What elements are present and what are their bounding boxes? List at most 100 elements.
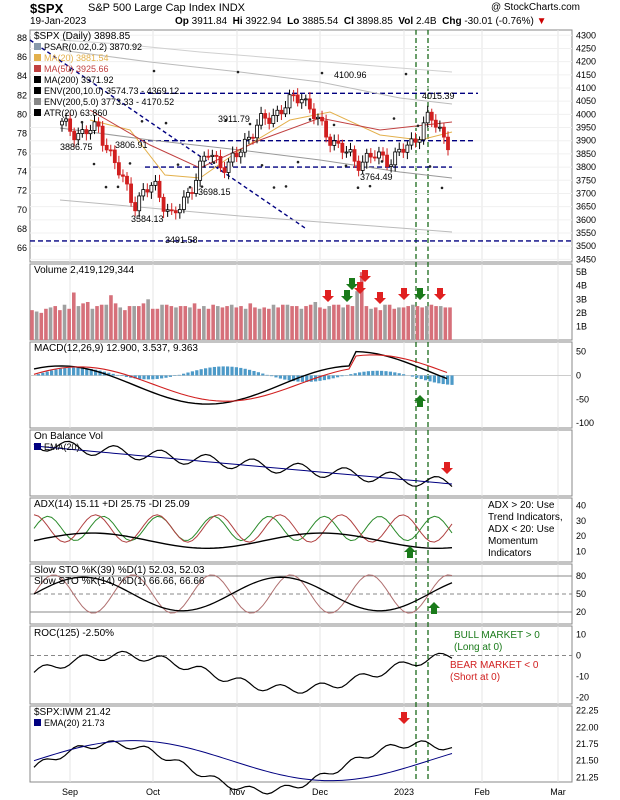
macd-histogram-bar	[111, 373, 115, 376]
volume-right-tick: 5B	[576, 267, 587, 277]
volume-bar	[336, 304, 341, 340]
legend-swatch	[34, 719, 41, 726]
macd-histogram-bar	[424, 375, 428, 381]
price-right-tick: 3850	[576, 149, 596, 159]
macd-histogram-bar	[239, 367, 243, 376]
roc-right-tick: -20	[576, 693, 589, 703]
volume-bar	[267, 308, 271, 340]
price-candle	[177, 209, 182, 214]
macd-histogram-bar	[402, 374, 406, 376]
macd-histogram-bar	[243, 368, 247, 376]
price-candle	[389, 164, 394, 167]
adx-panel-title: ADX(14) 15.11 +DI 25.75 -DI 25.09	[34, 499, 190, 510]
price-candle	[210, 154, 215, 157]
volume-panel-title: Volume 2,419,129,344	[34, 265, 135, 276]
volume-bar	[239, 306, 243, 340]
low-value: 3885.54	[302, 16, 339, 27]
volume-bar	[364, 306, 369, 340]
obv-line	[33, 440, 453, 487]
legend-swatch	[34, 54, 41, 61]
x-axis-label: Sep	[62, 787, 78, 797]
roc-bear-note: (Short at 0)	[450, 672, 500, 683]
price-candle	[336, 140, 341, 144]
price-candle	[190, 192, 194, 194]
volume-bar	[72, 292, 76, 340]
psar-dot	[248, 122, 252, 126]
volume-bar	[411, 304, 415, 340]
volume-bar	[243, 308, 248, 340]
date-label: 19-Jan-2023	[30, 16, 87, 27]
psar-dot	[428, 165, 432, 168]
macd-histogram-bar	[305, 375, 309, 382]
volume-bar	[99, 304, 104, 340]
change-value: -30.01 (-0.76%)	[464, 16, 534, 27]
price-candle	[129, 183, 133, 203]
price-candle	[267, 117, 272, 124]
macd-histogram-bar	[36, 374, 40, 376]
price-candle	[121, 174, 125, 177]
macd-signal-line	[33, 354, 448, 402]
volume-bar	[206, 308, 211, 340]
price-legend-item: ENV(200,5.0) 3773.33 - 4170.52	[44, 97, 174, 107]
legend-swatch	[34, 443, 41, 450]
price-candle	[360, 161, 365, 171]
macd-histogram-bar	[89, 368, 93, 376]
volume-bar	[387, 304, 392, 340]
price-candle	[320, 116, 324, 122]
x-axis-label: Feb	[474, 787, 490, 797]
panel-frame-ratio	[29, 705, 573, 783]
price-candle	[112, 149, 117, 164]
price-annotation: 4015.39	[422, 91, 455, 101]
macd-histogram-bar	[450, 375, 454, 385]
price-candle	[364, 152, 369, 163]
price-legend-item: ENV(200,10.0) 3574.73 - 4369.12	[44, 86, 179, 96]
price-candle	[405, 144, 410, 153]
volume-bar	[137, 306, 141, 340]
macd-right-tick: 0	[576, 370, 581, 380]
volume-bar	[424, 306, 429, 340]
price-left-tick: 88	[17, 33, 27, 43]
price-candle	[442, 126, 446, 138]
psar-dot	[92, 162, 96, 166]
adx-plus-di-line	[33, 515, 453, 542]
volume-bar	[294, 306, 299, 340]
psar-dot	[68, 68, 72, 72]
volume-bar	[318, 307, 322, 340]
ma200-line	[59, 127, 453, 179]
macd-histogram-bar	[155, 375, 159, 379]
price-left-tick: 80	[17, 109, 27, 119]
volume-bar	[215, 306, 220, 340]
price-candle	[263, 113, 268, 119]
macd-histogram-bar	[410, 375, 414, 377]
macd-histogram-bar	[226, 366, 230, 376]
macd-histogram-bar	[283, 375, 287, 380]
volume-bar	[350, 306, 355, 340]
psar-dot	[272, 186, 276, 189]
adx-right-tick: 40	[576, 501, 586, 511]
price-candle	[76, 133, 81, 141]
price-candle	[125, 175, 129, 185]
volume-bar	[438, 306, 443, 340]
price-legend-item: ATR(20) 63.860	[44, 108, 107, 118]
macd-histogram-bar	[261, 373, 265, 376]
price-candle	[251, 136, 255, 139]
volume-bar	[34, 311, 39, 340]
price-legend-item: MA(50) 3925.66	[44, 64, 109, 74]
legend-swatch	[34, 76, 41, 83]
macd-histogram-bar	[432, 375, 436, 383]
price-right-tick: 3950	[576, 123, 596, 133]
env-lower-5-line	[59, 199, 453, 233]
ratio-right-tick: 21.75	[576, 739, 599, 749]
price-legend-item: MA(20) 3881.54	[44, 53, 109, 63]
volume-buy-arrow	[346, 278, 358, 290]
macd-histogram-bar	[195, 370, 199, 376]
price-candle	[181, 196, 186, 210]
x-axis-label: Nov	[229, 787, 246, 797]
macd-histogram-bar	[199, 369, 203, 376]
macd-histogram-bar	[292, 375, 296, 382]
price-candle	[312, 108, 316, 120]
volume-right-tick: 3B	[576, 294, 587, 304]
adx-note: ADX < 20: Use	[488, 524, 555, 535]
psar-dot	[260, 163, 264, 167]
psar-dot	[344, 164, 348, 168]
